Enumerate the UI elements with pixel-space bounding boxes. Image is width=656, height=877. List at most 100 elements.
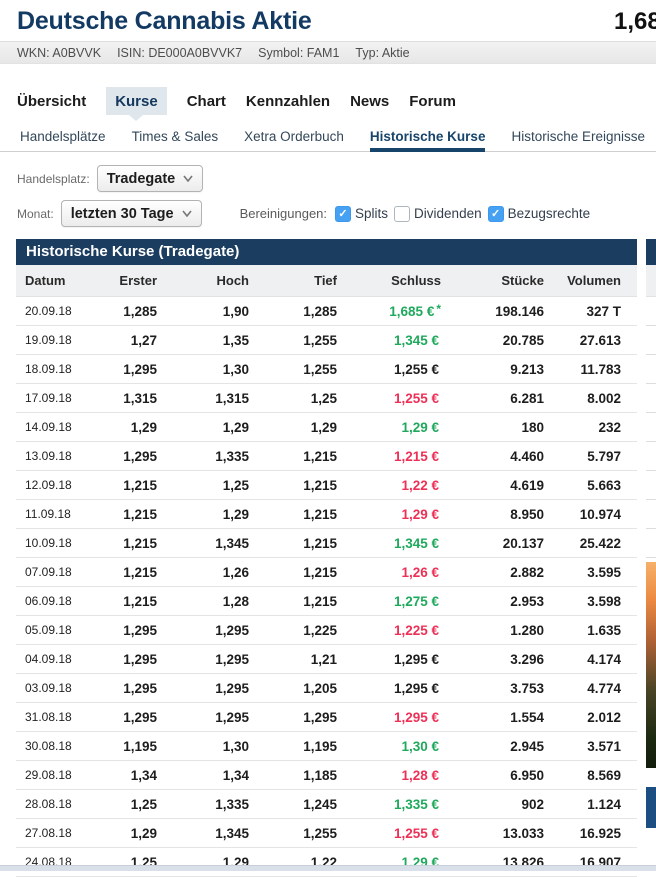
cell-erster: 1,295 — [123, 651, 157, 667]
cell-schluss: 1,345 € — [393, 535, 439, 551]
col-header-erster: Erster — [119, 273, 157, 288]
meta-item: ISIN: DE000A0BVVK7 — [117, 45, 243, 60]
cell-schluss: 1,255 € — [393, 361, 439, 377]
sub-tab[interactable]: Historische Ereignisse — [511, 128, 646, 144]
checkbox-icon[interactable] — [394, 205, 411, 222]
cell-volumen: 5.663 — [587, 477, 621, 493]
main-tab[interactable]: News — [350, 92, 390, 110]
sub-tab[interactable]: Xetra Orderbuch — [244, 128, 344, 144]
main-tab[interactable]: Forum — [409, 92, 456, 110]
col-header-tief: Tief — [314, 273, 337, 288]
cell-schluss: 1,295 € — [393, 651, 439, 667]
meta-item: WKN: A0BVVK — [17, 45, 102, 60]
handelsplatz-filter-row: Handelsplatz: Tradegate — [17, 165, 656, 192]
sub-tab[interactable]: Handelsplätze — [20, 128, 106, 144]
cell-datum: 29.08.18 — [25, 768, 72, 782]
meta-item: Typ: Aktie — [355, 45, 410, 60]
cell-volumen: 10.974 — [579, 506, 621, 522]
cell-tief: 1,215 — [303, 564, 337, 580]
cell-schluss: 1,335 € — [393, 796, 439, 812]
table-row: 14.09.18 1,29 1,29 1,29 1,29 € 180 232 — [16, 413, 637, 442]
cell-datum: 18.09.18 — [25, 362, 72, 376]
cell-erster: 1,295 — [123, 361, 157, 377]
cell-datum: 14.09.18 — [25, 420, 72, 434]
main-tab[interactable]: Kurse — [106, 87, 167, 121]
handelsplatz-label: Handelsplatz: — [17, 171, 90, 186]
table-row: 12.09.18 1,215 1,25 1,215 1,22 € 4.619 5… — [16, 471, 637, 500]
cell-erster: 1,285 — [123, 303, 157, 319]
cell-volumen: 1.124 — [587, 796, 621, 812]
sidebar-panel-header — [646, 239, 656, 265]
sub-tab[interactable]: Historische Kurse — [369, 121, 485, 152]
cell-tief: 1,25 — [310, 390, 337, 406]
cell-hoch: 1,29 — [222, 419, 249, 435]
cell-datum: 11.09.18 — [25, 507, 71, 521]
cell-volumen: 4.174 — [587, 651, 621, 667]
monat-label: Monat: — [17, 206, 54, 221]
cell-datum: 06.09.18 — [25, 594, 72, 608]
main-tab[interactable]: Chart — [186, 92, 226, 110]
cell-tief: 1,215 — [303, 448, 337, 464]
monat-select[interactable]: letzten 30 Tage — [60, 200, 202, 227]
cell-hoch: 1,90 — [222, 303, 249, 319]
cell-hoch: 1,345 — [215, 535, 249, 551]
cell-datum: 04.09.18 — [25, 652, 72, 666]
cell-schluss: 1,22 € — [401, 477, 439, 493]
table-row: 06.09.18 1,215 1,28 1,215 1,275 € 2.953 … — [16, 587, 637, 616]
cell-erster: 1,315 — [123, 390, 157, 406]
bereinigung-checkbox-group[interactable]: Bezugsrechte — [487, 205, 591, 222]
checkbox-icon[interactable] — [487, 205, 504, 222]
cell-datum: 17.09.18 — [25, 391, 72, 405]
cell-datum: 20.09.18 — [25, 304, 72, 318]
cell-tief: 1,205 — [303, 680, 337, 696]
bereinigung-checkbox-group[interactable]: Dividenden — [394, 205, 482, 222]
checkbox-label[interactable]: Splits — [355, 206, 389, 221]
table-row: 18.09.18 1,295 1,30 1,255 1,255 € 9.213 … — [16, 355, 637, 384]
chevron-down-icon — [181, 210, 192, 217]
cell-stuecke: 9.213 — [510, 361, 544, 377]
page-header: Deutsche Cannabis Aktie 1,68 — [0, 0, 656, 41]
stock-price: 1,68 — [614, 8, 656, 35]
cell-stuecke: 13.033 — [502, 825, 544, 841]
cell-tief: 1,255 — [303, 332, 337, 348]
cell-hoch: 1,25 — [222, 477, 249, 493]
cell-tief: 1,215 — [303, 477, 337, 493]
table-row: 05.09.18 1,295 1,295 1,225 1,225 € 1.280… — [16, 616, 637, 645]
chevron-down-icon — [183, 175, 193, 182]
cell-volumen: 4.774 — [587, 680, 621, 696]
handelsplatz-select[interactable]: Tradegate — [96, 165, 204, 192]
cell-tief: 1,195 — [303, 738, 337, 754]
cell-hoch: 1,335 — [215, 796, 249, 812]
cell-volumen: 3.595 — [587, 564, 621, 580]
cell-hoch: 1,295 — [215, 680, 249, 696]
monat-selected-value: letzten 30 Tage — [70, 205, 174, 222]
table-row: 10.09.18 1,215 1,345 1,215 1,345 € 20.13… — [16, 529, 637, 558]
checkbox-label[interactable]: Bezugsrechte — [507, 206, 591, 221]
col-header-hoch: Hoch — [216, 273, 250, 288]
cell-stuecke: 198.146 — [495, 303, 544, 319]
bereinigung-checkbox-group[interactable]: Splits — [335, 205, 389, 222]
cell-hoch: 1,29 — [222, 506, 249, 522]
cell-hoch: 1,26 — [222, 564, 249, 580]
meta-item: Symbol: FAM1 — [258, 45, 340, 60]
cell-schluss: 1,30 € — [401, 738, 439, 754]
cell-tief: 1,215 — [303, 506, 337, 522]
cell-datum: 07.09.18 — [25, 565, 72, 579]
cell-stuecke: 902 — [521, 796, 544, 812]
table-row: 30.08.18 1,195 1,30 1,195 1,30 € 2.945 3… — [16, 732, 637, 761]
cell-datum: 03.09.18 — [25, 681, 72, 695]
sidebar-panel-rows — [646, 297, 656, 560]
cell-erster: 1,25 — [130, 796, 157, 812]
checkbox-label[interactable]: Dividenden — [414, 206, 482, 221]
cell-volumen: 2.012 — [587, 709, 621, 725]
cell-hoch: 1,295 — [215, 622, 249, 638]
cell-hoch: 1,345 — [215, 825, 249, 841]
checkbox-icon[interactable] — [335, 205, 352, 222]
cell-hoch: 1,295 — [215, 651, 249, 667]
cell-schluss: 1,255 € — [393, 390, 439, 406]
cell-tief: 1,29 — [310, 419, 337, 435]
cell-volumen: 327 T — [586, 303, 621, 319]
sub-tab[interactable]: Times & Sales — [131, 128, 219, 144]
main-tab[interactable]: Übersicht — [17, 92, 87, 110]
main-tab[interactable]: Kennzahlen — [245, 92, 331, 110]
